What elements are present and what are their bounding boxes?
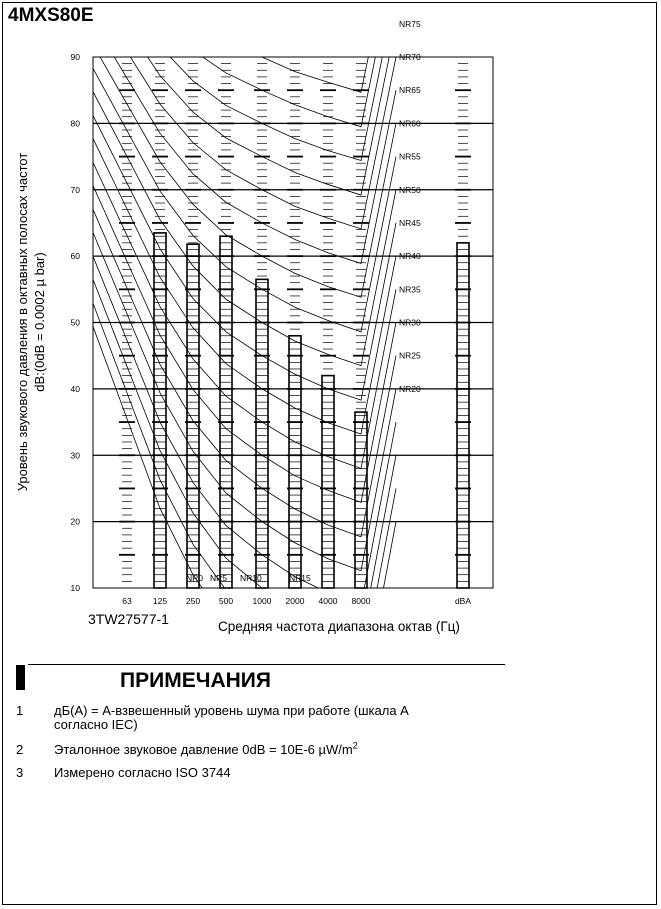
x-tick-label: dBA (455, 596, 471, 606)
note-number: 1 (16, 703, 24, 718)
nr-label-NR60: NR60 (399, 118, 421, 128)
chart-nr-curves (93, 57, 397, 588)
note-number: 2 (16, 742, 24, 757)
x-tick-label: 8000 (352, 596, 371, 606)
nr-curve-NR75 (147, 57, 390, 196)
nr-curve-NR85 (201, 57, 376, 128)
nr-label-NR55: NR55 (399, 152, 421, 162)
nr-curve-NR80 (169, 57, 383, 162)
note-text: дБ(A) = A-взвешенный уровень шума при ра… (54, 704, 534, 732)
nr-curve-NR35 (93, 162, 397, 470)
x-tick-label: 63 (122, 596, 132, 606)
note-text: Эталонное звуковое давление 0dB = 10E-6 … (54, 740, 534, 757)
nr-label-NR25: NR25 (399, 351, 421, 361)
y-tick-label: 50 (71, 318, 81, 328)
nr-curve-NR0 (93, 326, 397, 588)
nr-curve-NR30 (93, 185, 397, 503)
nr-label-NR65: NR65 (399, 85, 421, 95)
nr-label-NR75: NR75 (399, 19, 421, 29)
nr-label-NR0: NR0 (186, 573, 203, 583)
y-tick-label: 60 (71, 251, 81, 261)
nr-curve-NR10 (93, 279, 397, 588)
notes-divider (28, 664, 505, 665)
nr-label-NR20: NR20 (399, 384, 421, 394)
nr-curve-NR60 (99, 57, 397, 298)
notes-marker (16, 665, 25, 690)
nr-label-NR70: NR70 (399, 52, 421, 62)
x-tick-label: 250 (186, 596, 200, 606)
y-tick-label: 80 (71, 118, 81, 128)
y-tick-label: 30 (71, 450, 81, 460)
note-number: 3 (16, 765, 24, 780)
nr-curve-NR15 (93, 256, 397, 588)
nr-curve-NR20 (93, 232, 397, 572)
nr-label-NR35: NR35 (399, 284, 421, 294)
note-text-line2: согласно IEC) (54, 717, 138, 732)
x-tick-label: 4000 (319, 596, 338, 606)
nr-label-NR30: NR30 (399, 318, 421, 328)
nr-label-NR50: NR50 (399, 185, 421, 195)
notes-title: ПРИМЕЧАНИЯ (120, 669, 271, 692)
nr-curve-NR40 (93, 138, 397, 435)
x-axis-label: Средняя частота диапазона октав (Гц) (218, 619, 460, 634)
y-tick-label: 70 (71, 185, 81, 195)
y-tick-label: 40 (71, 384, 81, 394)
note-text-line1: дБ(A) = A-взвешенный уровень шума при ра… (54, 703, 409, 718)
drawing-code: 3TW27577-1 (88, 611, 169, 627)
y-tick-label: 20 (71, 517, 81, 527)
nr-chart: 10 20 30 40 50 60 70 80 90 63 125 250 500 1000 2000 400… (15, 19, 494, 634)
nr-curve-NR45 (93, 115, 397, 401)
nr-curve-NR25 (93, 209, 397, 538)
nr-curve-NR50 (93, 91, 397, 367)
x-tick-label: 2000 (286, 596, 305, 606)
nr-label-NR15: NR15 (289, 573, 311, 583)
bar-500 (219, 235, 233, 589)
nr-curve-NR55 (93, 68, 397, 333)
nr-curve-NR65 (113, 57, 397, 264)
chart-labels: 10 20 30 40 50 60 70 80 90 63 125 250 500 1000 2000 400… (71, 19, 472, 606)
y-axis-label: Уровень звукового давления в октавных по… (15, 153, 30, 492)
x-tick-label: 500 (219, 596, 233, 606)
chart-bars (153, 232, 470, 589)
y-tick-label: 90 (71, 52, 81, 62)
nr-label-NR5: NR5 (210, 573, 227, 583)
nr-curve-NR5 (93, 303, 397, 588)
note-text-main: Эталонное звуковое давление 0dB = 10E-6 … (54, 742, 353, 757)
model-title: 4MXS80E (8, 5, 94, 26)
nr-label-NR10: NR10 (240, 573, 262, 583)
x-tick-label: 1000 (253, 596, 272, 606)
y-axis-label-unit: dB:(0dB = 0.0002 µ bar) (32, 252, 47, 391)
y-tick-label: 10 (71, 583, 81, 593)
note-text: Измерено согласно ISO 3744 (54, 765, 231, 780)
note-superscript: 2 (352, 740, 358, 751)
x-tick-label: 125 (153, 596, 167, 606)
nr-curve-NR70 (129, 57, 397, 230)
nr-curve-NR90 (261, 57, 369, 93)
nr-label-NR40: NR40 (399, 251, 421, 261)
nr-label-NR45: NR45 (399, 218, 421, 228)
